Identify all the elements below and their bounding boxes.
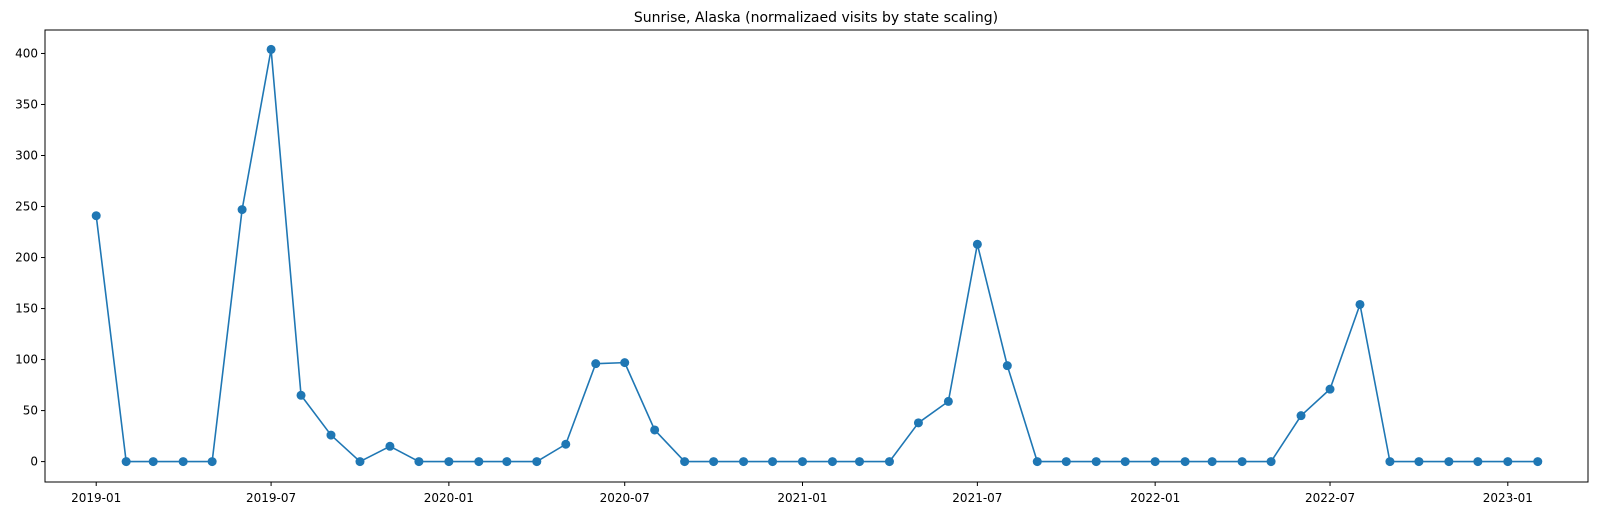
data-point (1444, 457, 1454, 467)
data-point (1473, 457, 1483, 467)
plot-area (44, 29, 1589, 483)
data-point (1325, 384, 1335, 394)
data-point (207, 457, 217, 467)
x-tick-label: 2021-07 (952, 491, 1002, 505)
data-point (620, 358, 630, 368)
data-point (591, 359, 601, 369)
data-point (148, 457, 158, 467)
data-point (121, 457, 131, 467)
data-point (1002, 361, 1012, 371)
data-point (502, 457, 512, 467)
x-tick-label: 2023-01 (1483, 491, 1533, 505)
series-layer (91, 44, 1543, 467)
data-point (355, 457, 365, 467)
data-point (1061, 457, 1071, 467)
x-tick-label: 2022-07 (1305, 491, 1355, 505)
data-point (855, 457, 864, 467)
y-tick-label: 300 (15, 148, 38, 162)
data-point (532, 457, 542, 467)
data-point (709, 457, 719, 467)
chart-title: Sunrise, Alaska (normalizaed visits by s… (634, 10, 998, 26)
data-point (650, 425, 660, 435)
data-point (768, 457, 778, 467)
x-tick-label: 2022-01 (1130, 491, 1180, 505)
y-tick-label: 0 (30, 455, 38, 469)
series-line (95, 48, 1538, 463)
x-axis: 2019-01 2019-07 2020-01 2020-07 2021-01 2021-… (71, 482, 1533, 505)
x-tick-label: 2020-07 (600, 491, 650, 505)
data-point (561, 439, 571, 449)
data-point (884, 457, 894, 467)
data-point (1120, 457, 1130, 467)
y-axis: 0 50 100 150 200 250 300 350 400 (15, 46, 45, 469)
y-tick-label: 350 (15, 97, 38, 111)
data-point (1266, 457, 1276, 467)
y-tick-label: 200 (15, 251, 38, 265)
x-tick-label: 2019-07 (246, 491, 296, 505)
data-point (91, 211, 101, 221)
y-tick-label: 400 (15, 46, 38, 60)
x-tick-label: 2020-01 (424, 491, 474, 505)
data-point (385, 441, 395, 451)
data-point (326, 430, 336, 440)
data-point (266, 44, 276, 54)
data-point (943, 396, 953, 406)
x-tick-label: 2019-01 (71, 491, 121, 505)
data-point (1355, 299, 1365, 309)
y-tick-label: 100 (15, 353, 38, 367)
data-point (1207, 457, 1217, 467)
data-point (680, 457, 690, 467)
data-point (1032, 457, 1042, 467)
data-point (1237, 457, 1247, 467)
data-point (444, 457, 454, 467)
data-point (1180, 457, 1190, 467)
data-point (1503, 457, 1513, 467)
data-point (414, 457, 424, 467)
data-point (913, 418, 923, 428)
y-tick-label: 50 (23, 404, 38, 418)
data-point (1150, 457, 1160, 467)
data-point (296, 390, 306, 400)
data-point (972, 239, 982, 249)
data-point (1296, 411, 1306, 421)
data-point (1091, 457, 1101, 467)
data-point (1414, 457, 1424, 467)
y-tick-label: 250 (15, 200, 38, 214)
x-tick-label: 2021-01 (777, 491, 827, 505)
y-tick-label: 150 (15, 302, 38, 316)
data-point (178, 457, 188, 467)
data-point (739, 457, 749, 467)
data-point (1385, 457, 1395, 467)
data-point (237, 205, 247, 215)
data-point (797, 457, 807, 467)
data-point (1533, 457, 1543, 467)
data-point (827, 457, 837, 467)
data-point (474, 457, 484, 467)
